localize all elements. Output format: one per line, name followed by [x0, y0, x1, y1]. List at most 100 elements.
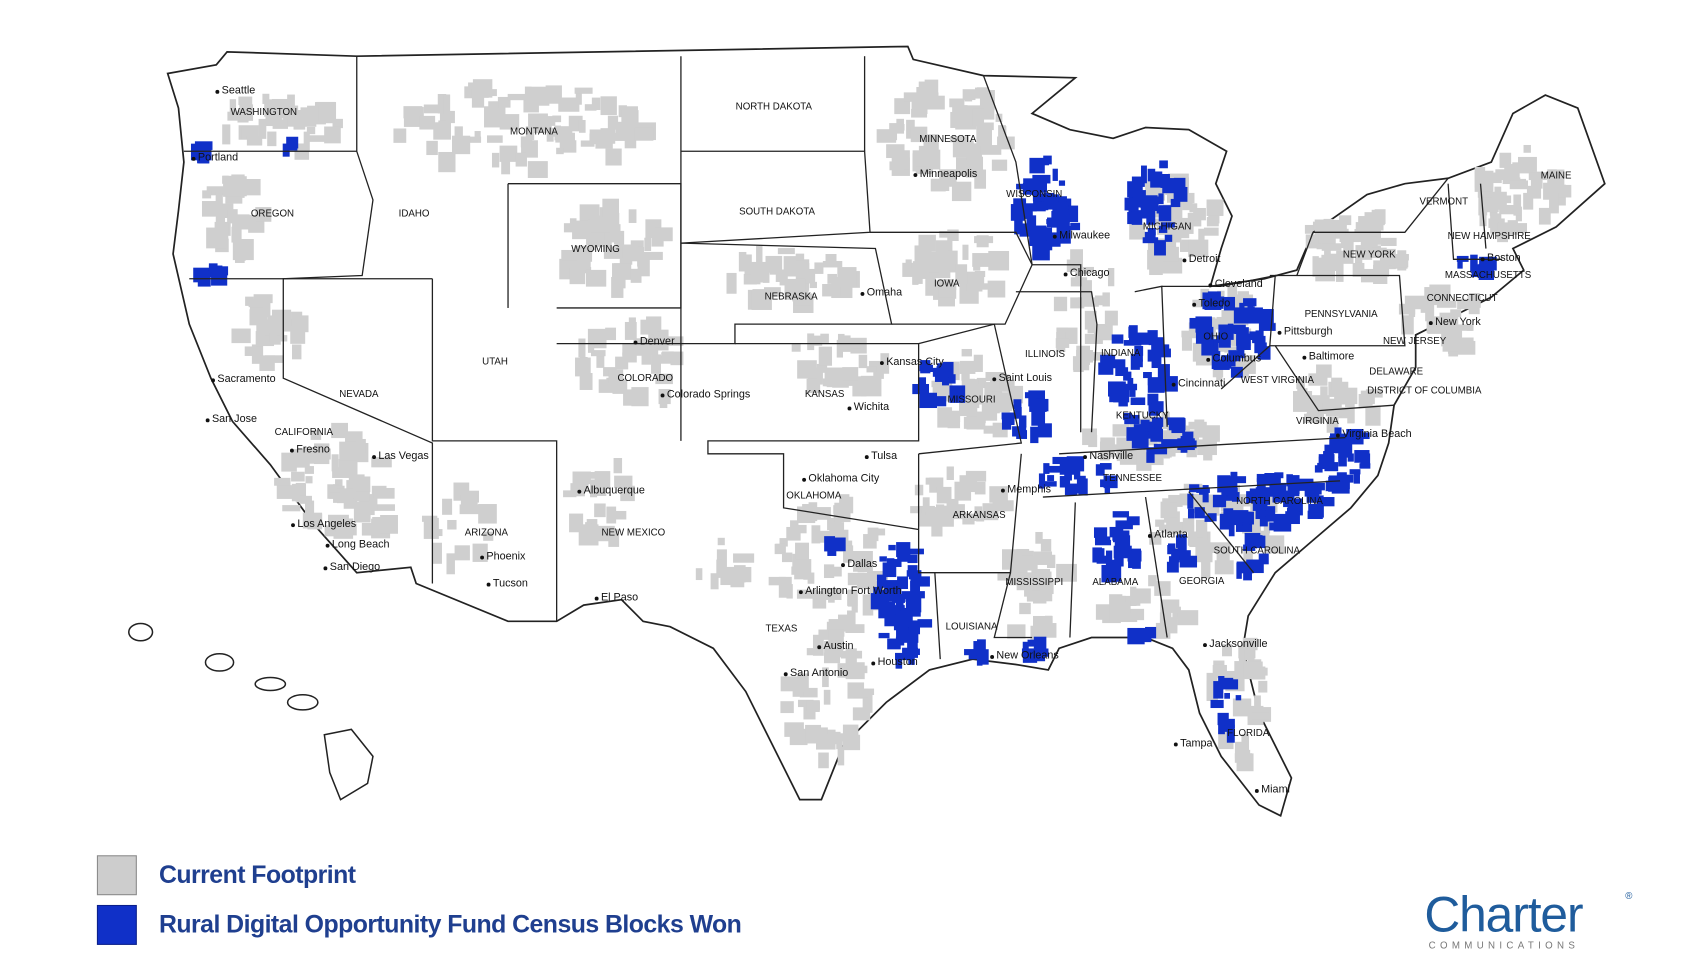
footprint-area	[269, 332, 277, 343]
footprint-area	[896, 118, 905, 134]
footprint-area	[847, 590, 858, 606]
rdof-area	[1115, 520, 1133, 530]
footprint-area	[1328, 416, 1339, 432]
state-label: NEW JERSEY	[1383, 336, 1447, 347]
city-label: Los Angeles	[297, 518, 356, 530]
rdof-area	[1035, 193, 1045, 202]
footprint-area	[581, 474, 589, 490]
state-border	[556, 242, 893, 345]
rdof-area	[1224, 692, 1230, 699]
rdof-area	[1108, 381, 1126, 397]
rdof-area	[1164, 234, 1173, 242]
rdof-area	[912, 383, 930, 395]
rdof-area	[208, 265, 223, 278]
rdof-area	[896, 542, 911, 558]
footprint-area	[1308, 373, 1328, 386]
footprint-area	[987, 280, 1006, 298]
rdof-area	[1142, 195, 1158, 210]
rdof-area	[1070, 222, 1081, 231]
footprint-area	[961, 372, 970, 381]
rdof-area	[1242, 512, 1250, 527]
rdof-area	[1255, 487, 1271, 505]
state-label: IOWA	[934, 279, 960, 290]
rdof-area	[1187, 493, 1194, 509]
city-dot	[191, 156, 196, 161]
rdof-area	[1353, 473, 1360, 484]
legend-label: Rural Digital Opportunity Fund Census Bl…	[159, 912, 741, 939]
footprint-area	[792, 689, 804, 697]
city-dot	[1173, 742, 1178, 747]
rdof-area	[1031, 407, 1046, 426]
footprint-area	[644, 237, 652, 252]
footprint-area	[1439, 312, 1459, 328]
footprint-area	[659, 389, 668, 409]
footprint-area	[1166, 521, 1185, 535]
footprint-area	[811, 525, 821, 544]
footprint-area	[307, 105, 319, 122]
city-dot	[633, 340, 638, 345]
footprint-area	[791, 343, 801, 352]
footprint-area	[637, 246, 645, 267]
city-dot	[802, 477, 807, 482]
state-border	[918, 323, 1023, 455]
state-label: NEBRASKA	[765, 292, 818, 303]
footprint-area	[1100, 437, 1115, 458]
footprint-area	[1182, 518, 1195, 533]
rdof-area	[1223, 508, 1234, 523]
footprint-area	[1158, 524, 1171, 532]
rdof-area	[1022, 641, 1029, 652]
footprint-area	[595, 487, 607, 496]
city-label: Boston	[1487, 252, 1521, 264]
footprint-area	[584, 104, 597, 111]
footprint-area	[873, 368, 884, 379]
rdof-area	[1168, 556, 1179, 572]
state-label: FLORIDA	[1227, 728, 1270, 739]
footprint-area	[619, 244, 633, 265]
footprint-area	[948, 410, 961, 422]
footprint-area	[578, 119, 586, 133]
rdof-area	[1177, 550, 1191, 561]
city-dot	[205, 418, 210, 423]
footprint-area	[595, 141, 613, 149]
footprint-area	[501, 153, 511, 175]
footprint-area	[1293, 391, 1313, 412]
footprint-area	[982, 503, 999, 521]
footprint-area	[607, 115, 619, 130]
city-dot	[1000, 488, 1005, 493]
city-label: Oklahoma City	[808, 473, 879, 485]
footprint-area	[611, 276, 624, 298]
rdof-area	[1213, 359, 1230, 370]
footprint-area	[614, 475, 633, 489]
state-label: ALABAMA	[1092, 577, 1138, 588]
rdof-area	[1249, 559, 1255, 570]
footprint-area	[1306, 412, 1318, 420]
footprint-area	[1188, 322, 1201, 338]
footprint-area	[1222, 644, 1232, 657]
footprint-area	[1104, 310, 1118, 326]
footprint-area	[1263, 521, 1271, 534]
footprint-area	[974, 87, 983, 99]
footprint-area	[1197, 439, 1217, 456]
rdof-area	[1052, 168, 1058, 181]
footprint-area	[1335, 227, 1346, 239]
rdof-area	[1126, 427, 1137, 441]
city-label: Tulsa	[871, 450, 897, 462]
footprint-area	[1181, 333, 1193, 351]
footprint-area	[201, 201, 219, 217]
rdof-area	[1147, 227, 1156, 236]
rdof-area	[1307, 510, 1323, 520]
city-dot	[325, 543, 330, 548]
footprint-area	[373, 487, 395, 499]
footprint-area	[426, 140, 438, 156]
footprint-area	[1234, 741, 1246, 759]
rdof-area	[1173, 177, 1186, 189]
state-label: OREGON	[251, 209, 294, 220]
footprint-area	[234, 250, 245, 263]
footprint-area	[717, 537, 725, 546]
city-label: Portland	[198, 152, 238, 164]
city-dot	[289, 448, 294, 453]
footprint-area	[478, 504, 497, 524]
footprint-area	[1339, 215, 1352, 226]
footprint-area	[563, 223, 583, 233]
footprint-area	[802, 281, 810, 291]
